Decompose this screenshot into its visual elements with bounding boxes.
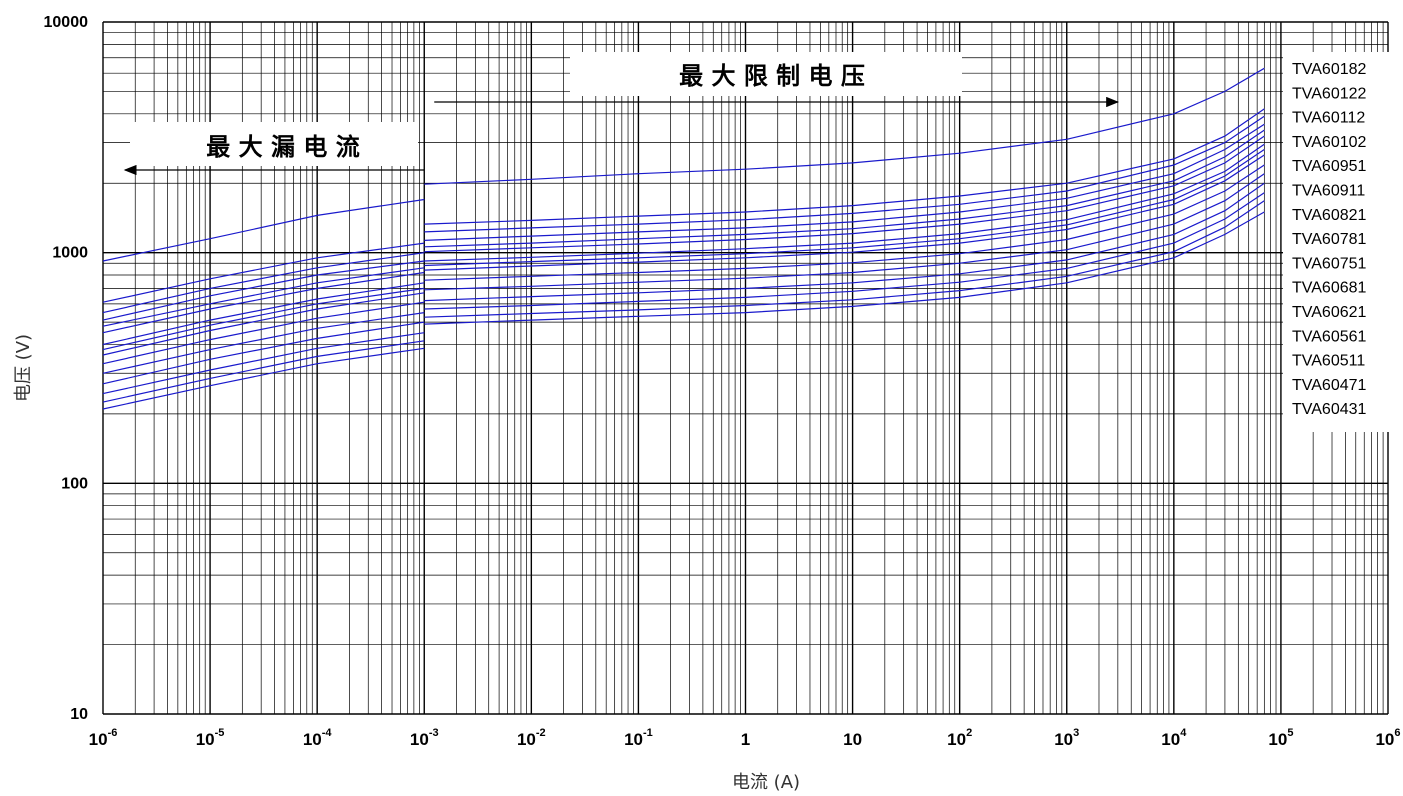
curve-TVA60102-leak — [102, 260, 425, 321]
curve-TVA60112-leak — [102, 252, 425, 314]
y-tick-label: 10 — [70, 706, 88, 723]
curve-TVA60471-leak — [102, 340, 425, 403]
curve-TVA60561-clamp — [424, 182, 1265, 302]
curve-TVA60431-clamp — [424, 211, 1265, 325]
curve-TVA60681-leak — [102, 301, 425, 365]
curve-TVA60471-clamp — [424, 200, 1265, 318]
annotation-box-clamp — [570, 52, 962, 96]
curve-TVA60182-leak — [102, 198, 425, 262]
x-axis-label: 电流 (A) — [732, 772, 800, 793]
x-tick-labels: 10-6 10-5 10-4 10-3 10-2 10-1 1 10 102 103 104 105 1… — [89, 727, 1401, 749]
curve-TVA60511-leak — [102, 332, 425, 395]
y-tick-labels: 10000 1000 100 10 — [44, 14, 89, 723]
x-tick-label: 10-5 — [196, 727, 225, 749]
curve-TVA60751-leak — [102, 292, 425, 356]
curve-TVA60951-clamp — [424, 129, 1265, 248]
x-tick-label: 10-4 — [303, 727, 333, 749]
x-tick-label: 10 — [843, 730, 862, 749]
series-label: TVA60751 — [1292, 255, 1367, 272]
label-masks — [130, 52, 1398, 432]
x-tick-label: 1 — [741, 730, 750, 749]
curve-TVA60431-leak — [102, 347, 425, 410]
x-tick-label: 10-3 — [410, 727, 439, 749]
curve-TVA60911-leak — [102, 271, 425, 334]
x-tick-label: 102 — [947, 727, 972, 749]
series-label: TVA60911 — [1292, 183, 1365, 200]
annotations: 最 大 漏 电 流 最 大 限 制 电 压 — [123, 62, 1120, 176]
series-label: TVA60122 — [1292, 85, 1367, 102]
y-tick-label: 10000 — [44, 14, 89, 31]
curve-TVA60102-clamp — [424, 123, 1265, 241]
curve-TVA60112-clamp — [424, 115, 1265, 233]
series-labels: TVA60182 TVA60122 TVA60112 TVA60102 TVA60951… — [1292, 61, 1367, 418]
series-label: TVA60431 — [1292, 401, 1367, 418]
series-label: TVA60471 — [1292, 377, 1367, 394]
curve-TVA60561-leak — [102, 321, 425, 385]
series-label: TVA60102 — [1292, 134, 1367, 151]
x-tick-label: 10-6 — [89, 727, 118, 749]
x-tick-label: 103 — [1054, 727, 1079, 749]
annotation-leak-label: 最 大 漏 电 流 — [206, 133, 359, 161]
y-tick-label: 1000 — [52, 245, 88, 262]
series-label: TVA60561 — [1292, 328, 1367, 345]
curve-TVA60621-clamp — [424, 173, 1265, 291]
y-tick-label: 100 — [61, 475, 88, 492]
series-label: TVA60681 — [1292, 280, 1367, 297]
curve-TVA60951-leak — [102, 267, 425, 327]
curves — [102, 67, 1265, 410]
curve-TVA60821-clamp — [424, 143, 1265, 262]
curve-TVA60621-leak — [102, 312, 425, 374]
y-axis-label: 电压 (V) — [13, 334, 34, 402]
x-tick-label: 106 — [1375, 727, 1400, 749]
series-label: TVA60821 — [1292, 207, 1367, 224]
curve-TVA60681-clamp — [424, 164, 1265, 281]
series-label: TVA60621 — [1292, 304, 1367, 321]
grid — [102, 21, 1389, 715]
x-tick-label: 104 — [1161, 727, 1187, 749]
curve-TVA60821-leak — [102, 282, 425, 346]
series-label: TVA60511 — [1292, 353, 1365, 370]
series-label: TVA60112 — [1292, 110, 1365, 127]
series-label: TVA60951 — [1292, 158, 1367, 175]
x-tick-label: 10-1 — [624, 727, 653, 749]
curve-TVA60182-clamp — [424, 67, 1265, 185]
curve-TVA60911-clamp — [424, 135, 1265, 253]
curve-TVA60751-clamp — [424, 154, 1265, 271]
curve-TVA60122-clamp — [424, 108, 1265, 225]
series-label: TVA60182 — [1292, 61, 1367, 78]
curve-TVA60122-leak — [102, 242, 425, 303]
x-tick-label: 10-2 — [517, 727, 546, 749]
x-tick-label: 105 — [1268, 727, 1293, 749]
legend-background — [1283, 52, 1398, 432]
curve-TVA60781-leak — [102, 287, 425, 351]
series-label: TVA60781 — [1292, 231, 1367, 248]
annotation-box-leak — [130, 122, 418, 166]
curve-TVA60511-clamp — [424, 192, 1265, 310]
curve-TVA60781-clamp — [424, 149, 1265, 267]
annotation-clamp-label: 最 大 限 制 电 压 — [679, 62, 865, 90]
